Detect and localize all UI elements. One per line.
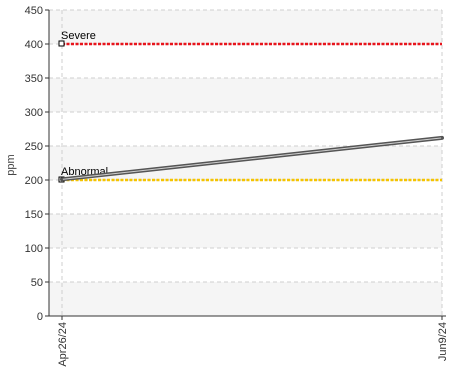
y-tick-label: 150 (25, 209, 43, 221)
plot-band (49, 282, 442, 316)
plot-band (49, 214, 442, 248)
plot-band (49, 248, 442, 282)
data-point (441, 136, 443, 139)
threshold-label: Severe (61, 30, 96, 42)
y-tick-label: 400 (25, 39, 43, 51)
y-tick-label: 350 (25, 73, 43, 85)
x-tick-label: Jun9/24 (437, 322, 449, 361)
y-axis-title: ppm (5, 154, 17, 175)
x-tick-label: Apr26/24 (57, 322, 69, 367)
plot-band (49, 10, 442, 44)
axes (45, 9, 446, 320)
plot-band (49, 78, 442, 112)
y-tick-label: 450 (25, 5, 43, 17)
y-tick-label: 300 (25, 107, 43, 119)
y-tick-label: 200 (25, 175, 43, 187)
plot-band (49, 112, 442, 146)
series-line-highlight (61, 137, 443, 180)
y-tick-label: 250 (25, 141, 43, 153)
y-tick-label: 100 (25, 243, 43, 255)
plot-band (49, 180, 442, 214)
threshold-marker (58, 40, 65, 47)
data-point (61, 178, 63, 181)
x-tick-labels: Apr26/24 Jun9/24 (57, 322, 449, 367)
y-tick-label: 0 (37, 311, 43, 323)
y-tick-label: 50 (31, 277, 43, 289)
background-bands (49, 10, 442, 316)
y-tick-labels: 0 50 100 150 200 250 300 350 400 450 (25, 5, 43, 323)
data-series (60, 135, 444, 182)
plot-band (49, 44, 442, 78)
